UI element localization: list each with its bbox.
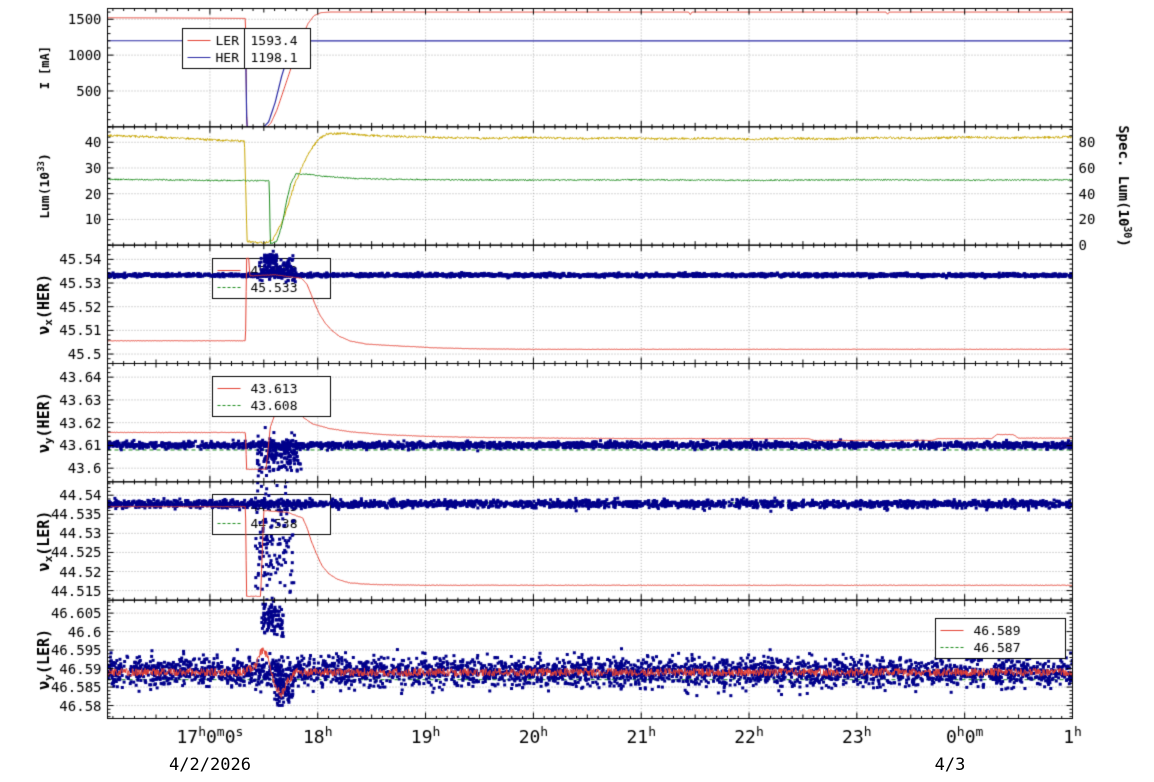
x-axis-date-end: 4/3 <box>934 755 966 775</box>
x-axis-date-start: 4/2/2026 <box>169 755 251 775</box>
